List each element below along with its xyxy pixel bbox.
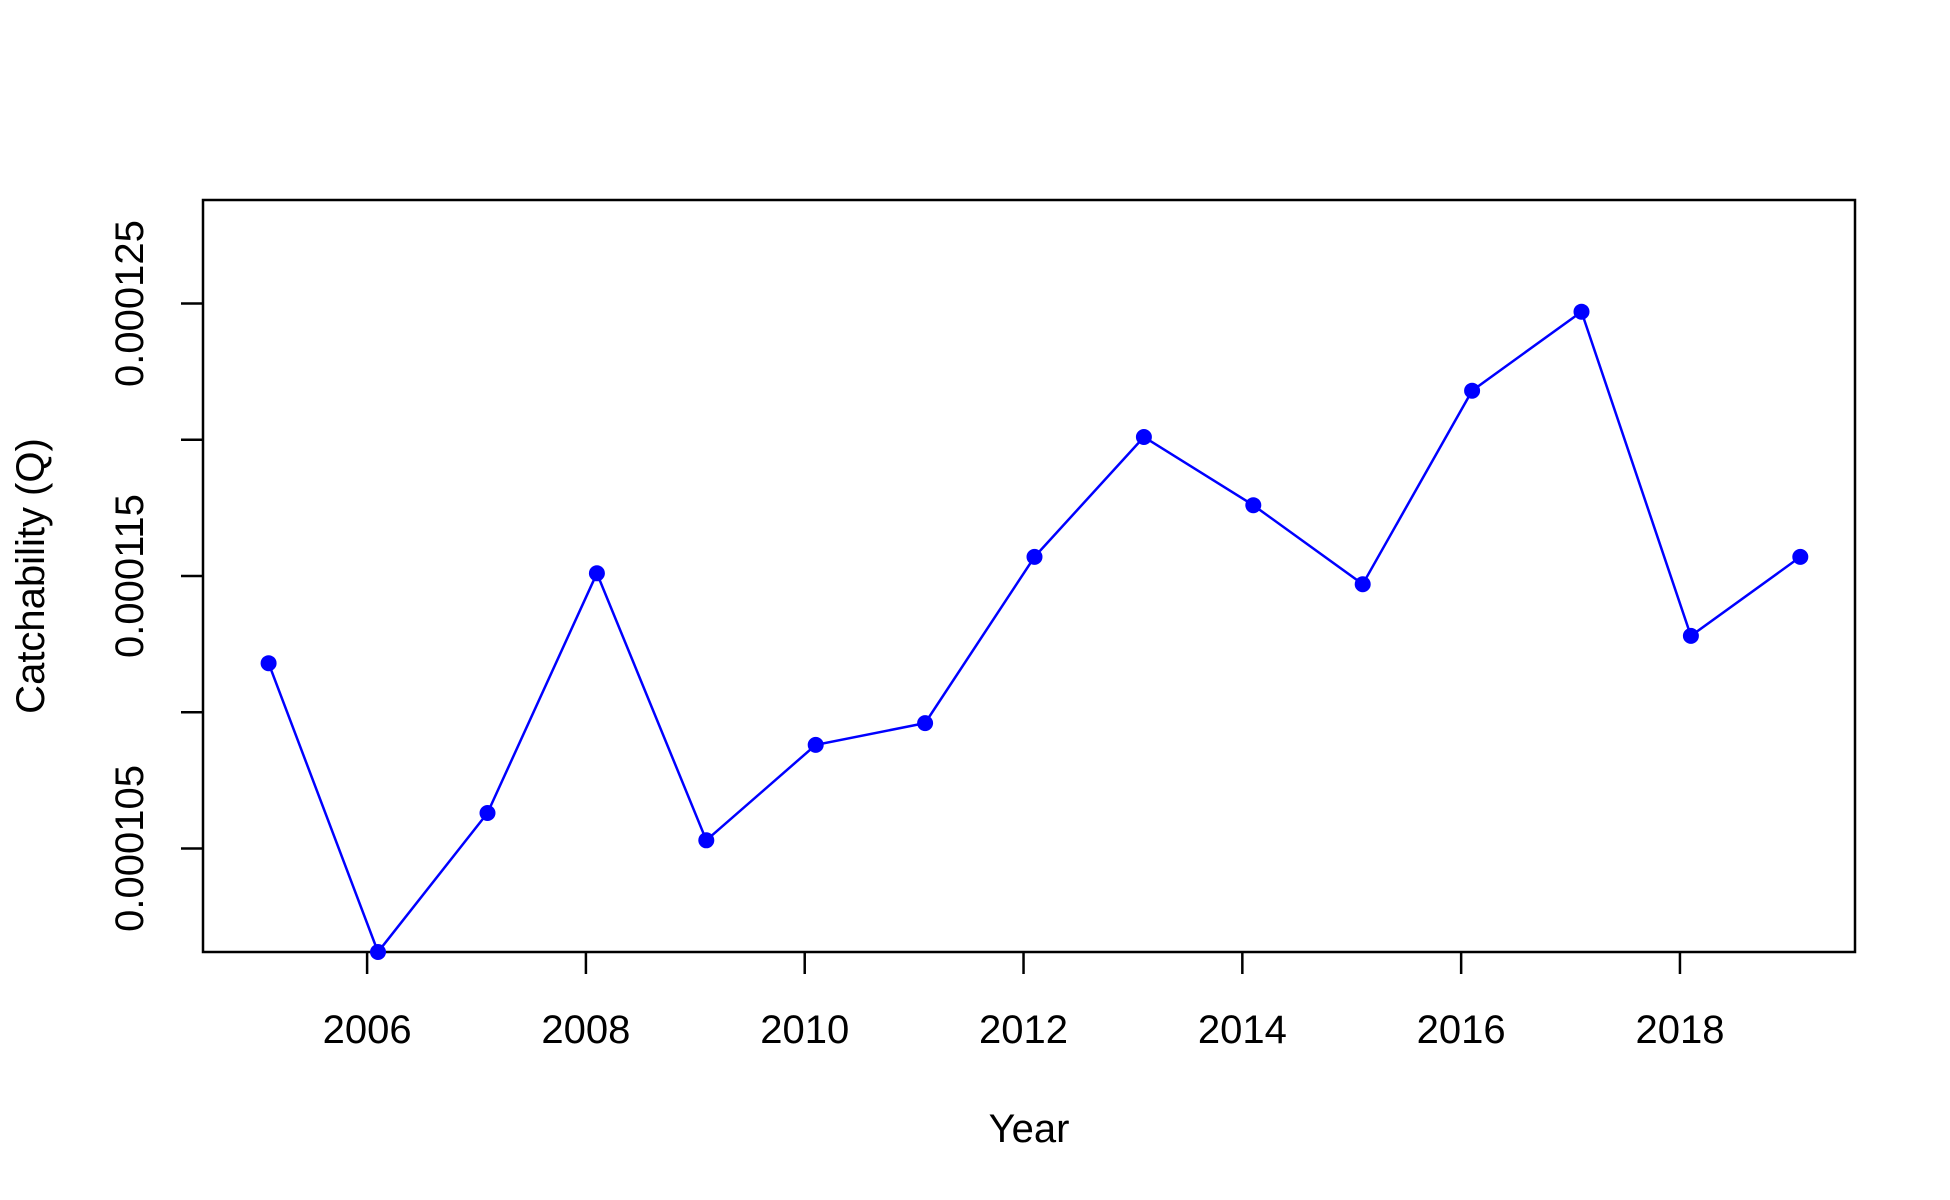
x-tick-label: 2008 — [541, 1008, 630, 1052]
x-axis-title: Year — [989, 1107, 1070, 1151]
data-point — [479, 805, 496, 821]
series-points — [260, 303, 1809, 960]
plot-frame — [201, 198, 1857, 954]
x-tick-label: 2012 — [979, 1008, 1068, 1052]
data-point — [370, 944, 386, 960]
data-point — [1464, 382, 1481, 399]
data-point — [698, 832, 715, 849]
x-axis: 2006 2008 2010 2012 2014 2016 2018 — [323, 952, 1724, 1052]
y-tick-label: 0.000105 — [108, 765, 152, 932]
series-line — [267, 309, 1802, 955]
data-point — [1026, 548, 1043, 565]
y-tick-label: 0.000125 — [108, 220, 152, 387]
data-point — [917, 715, 934, 732]
data-point — [588, 565, 605, 582]
x-tick-label: 2018 — [1635, 1008, 1724, 1052]
data-point — [1792, 548, 1809, 565]
x-tick-label: 2016 — [1417, 1008, 1506, 1052]
data-point — [1354, 576, 1371, 593]
y-axis: 0.000105 0.000115 0.000125 — [108, 220, 203, 932]
x-tick-label: 2006 — [323, 1008, 412, 1052]
data-point — [1245, 497, 1262, 514]
y-tick-label: 0.000115 — [108, 494, 152, 658]
data-point — [1573, 303, 1590, 320]
data-point — [807, 736, 824, 753]
x-tick-label: 2014 — [1198, 1008, 1287, 1052]
data-point — [1135, 429, 1152, 445]
y-axis-title: Catchability (Q) — [9, 438, 53, 714]
data-point — [1682, 627, 1699, 644]
x-tick-label: 2010 — [760, 1008, 849, 1052]
data-point — [260, 655, 277, 672]
